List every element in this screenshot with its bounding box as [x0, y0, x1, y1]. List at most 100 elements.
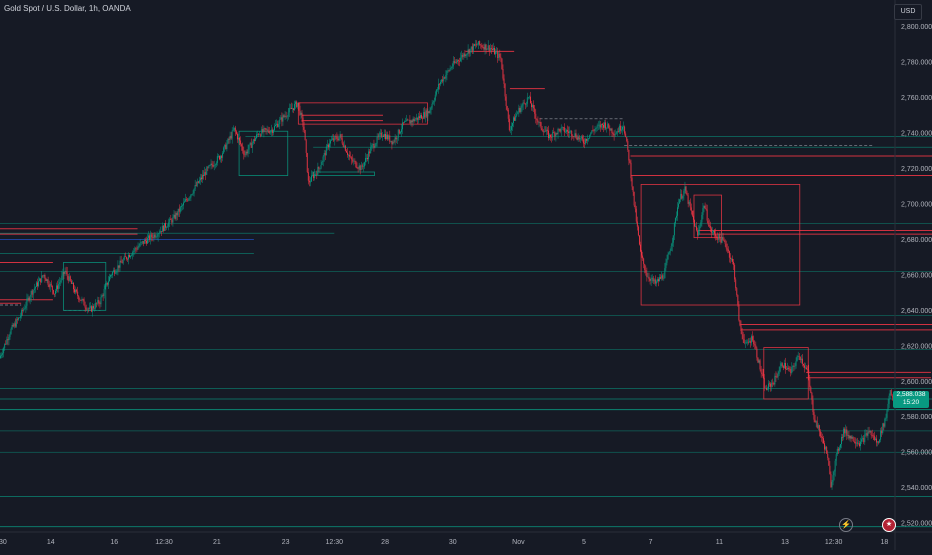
candle-body: [201, 177, 202, 180]
candle-body: [222, 153, 224, 158]
candle-body: [427, 111, 429, 117]
candle-body: [814, 419, 816, 423]
candle-body: [4, 343, 6, 349]
candle-body: [747, 341, 749, 343]
candle-body: [170, 218, 172, 220]
candle-body: [780, 363, 782, 367]
candle-body: [188, 198, 190, 201]
candle-body: [41, 275, 43, 283]
candle-body: [818, 425, 820, 432]
candle-body: [192, 193, 194, 195]
candle-body: [149, 235, 151, 240]
candle-body: [85, 307, 87, 310]
candle-body: [381, 135, 383, 137]
candle-body: [544, 131, 546, 132]
candle-body: [779, 366, 781, 372]
candle-body: [43, 274, 45, 277]
candle-body: [812, 399, 814, 413]
candle-body: [274, 125, 275, 131]
candle-body: [467, 49, 469, 54]
candle-body: [533, 105, 535, 109]
currency-button[interactable]: USD: [894, 4, 922, 20]
candle-body: [99, 303, 101, 305]
candle-body: [382, 135, 384, 137]
candle-body: [510, 126, 512, 130]
candle-body: [610, 128, 612, 131]
candle-body: [555, 133, 557, 137]
candle-body: [303, 126, 305, 130]
candle-body: [846, 429, 848, 436]
candle-body: [400, 129, 402, 132]
candle-body: [343, 145, 345, 147]
candle-body: [482, 47, 484, 48]
candle-body: [626, 137, 628, 142]
candle-body: [327, 144, 329, 148]
candle-body: [691, 210, 693, 216]
candle-body: [435, 89, 437, 95]
candle-body: [554, 132, 556, 137]
candle-body: [613, 133, 615, 136]
candle-body: [262, 128, 264, 133]
candle-body: [7, 339, 9, 341]
candle-body: [508, 118, 510, 131]
candle-body: [868, 431, 870, 433]
candle-body: [822, 437, 823, 439]
candle-body: [227, 138, 229, 144]
candle-body: [321, 161, 323, 165]
candle-body: [825, 446, 827, 450]
candle-body: [578, 136, 580, 140]
candle-body: [173, 214, 175, 218]
candle-body: [588, 138, 590, 140]
candle-body: [853, 441, 855, 443]
candle-body: [710, 228, 712, 233]
candle-body: [198, 180, 200, 183]
candle-body: [338, 137, 340, 141]
candle-body: [670, 246, 672, 251]
candle-body: [11, 324, 13, 329]
candle-body: [538, 122, 540, 123]
candle-body: [161, 225, 163, 233]
candle-body: [636, 221, 638, 227]
candle-body: [889, 390, 891, 396]
symbol-title[interactable]: Gold Spot / U.S. Dollar, 1h, OANDA: [4, 4, 131, 13]
candle-body: [552, 132, 554, 138]
candle-body: [800, 358, 802, 361]
candle-body: [504, 83, 506, 97]
y-tick-label: 2,780.000: [901, 60, 932, 67]
candle-body: [131, 255, 133, 256]
x-tick-label: 7: [649, 539, 653, 546]
candle-body: [298, 102, 300, 106]
candle-body: [275, 124, 276, 126]
candle-body: [503, 78, 505, 84]
candle-body: [206, 167, 208, 175]
candle-body: [16, 319, 18, 320]
us-flag-icon[interactable]: ★: [882, 518, 896, 532]
candle-body: [820, 436, 822, 438]
candle-body: [763, 377, 765, 389]
candle-body: [752, 336, 754, 341]
candle-body: [208, 165, 210, 168]
candle-body: [226, 143, 228, 150]
x-tick-label: 2:30: [0, 539, 7, 546]
candle-body: [654, 279, 656, 284]
candle-body: [364, 158, 366, 163]
candle-body: [151, 234, 153, 238]
candle-body: [209, 165, 211, 166]
candle-body: [165, 223, 166, 228]
candle-body: [501, 58, 503, 70]
candle-body: [686, 193, 688, 196]
candle-body: [728, 251, 730, 258]
candle-body: [831, 481, 833, 488]
candle-body: [71, 282, 73, 284]
candle-body: [729, 257, 731, 259]
candle-body: [318, 167, 320, 169]
lightning-icon[interactable]: ⚡: [839, 518, 853, 532]
candle-body: [773, 383, 775, 385]
candle-body: [243, 150, 245, 155]
candle-body: [834, 460, 836, 472]
candle-body: [63, 272, 65, 274]
candle-body: [762, 374, 764, 378]
candle-body: [291, 108, 293, 109]
